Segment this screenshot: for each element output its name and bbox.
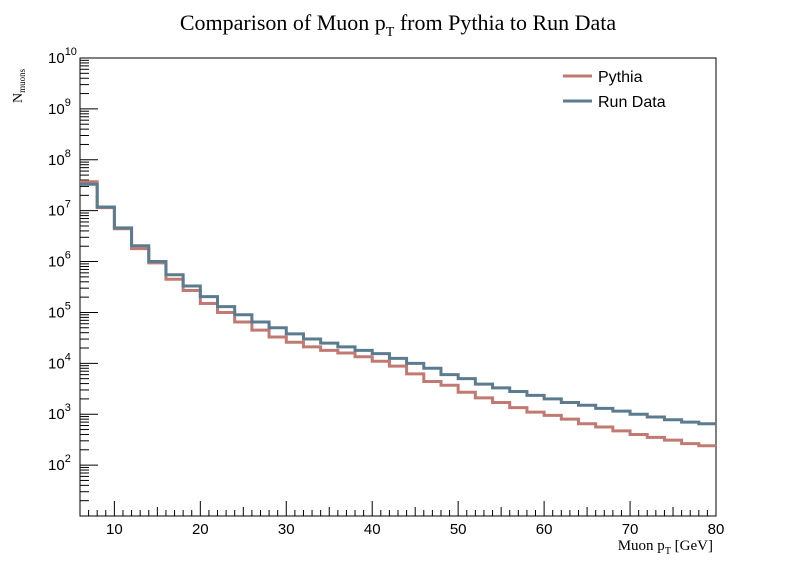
y-tick-label: 1010	[48, 46, 77, 67]
chart-title: Comparison of Muon pT from Pythia to Run…	[180, 10, 617, 40]
x-axis-label: Muon pT [GeV]	[618, 538, 713, 557]
x-tick-label: 80	[708, 521, 725, 538]
x-label-subscript: T	[665, 546, 671, 557]
y-tick-label: 106	[48, 250, 71, 271]
y-tick-base: 10	[48, 355, 65, 372]
series-layer	[80, 180, 716, 448]
x-tick-label: 10	[106, 521, 123, 538]
y-tick-base: 10	[48, 406, 65, 423]
y-tick-label: 103	[48, 402, 71, 423]
x-tick-label: 50	[450, 521, 467, 538]
y-tick-label: 107	[48, 199, 71, 220]
legend-label: Pythia	[598, 69, 643, 86]
x-tick-label: 30	[278, 521, 295, 538]
y-tick-base: 10	[48, 50, 65, 67]
title-main: Comparison of Muon p	[180, 10, 386, 35]
y-tick-label: 105	[48, 300, 71, 321]
series-line-pythia	[80, 180, 716, 448]
x-tick-label: 60	[536, 521, 553, 538]
title-subscript: T	[386, 25, 395, 40]
y-tick-exponent: 5	[65, 300, 71, 312]
y-tick-base: 10	[48, 152, 65, 169]
y-label-subscript: muons	[17, 68, 27, 93]
y-tick-exponent: 2	[65, 453, 71, 465]
y-tick-label: 108	[48, 148, 71, 169]
legend-label: Run Data	[598, 94, 666, 111]
y-tick-base: 10	[48, 203, 65, 220]
y-axis-label: Nmuons	[11, 68, 27, 103]
y-label-main: N	[11, 93, 26, 103]
y-tick-exponent: 6	[65, 250, 71, 262]
y-tick-exponent: 3	[65, 402, 71, 414]
y-tick-exponent: 10	[65, 46, 77, 58]
y-tick-label: 109	[48, 97, 71, 118]
legend: Pythia Run Data	[563, 69, 666, 111]
y-tick-exponent: 8	[65, 148, 71, 160]
title-rest: from Pythia to Run Data	[394, 10, 616, 35]
y-tick-exponent: 4	[65, 351, 71, 363]
y-tick-exponent: 7	[65, 199, 71, 211]
x-axis: 10 20 30 40 50 60 70 80	[88, 501, 725, 538]
x-label-main: Muon p	[618, 538, 665, 554]
plot-frame	[79, 57, 717, 517]
y-tick-base: 10	[48, 457, 65, 474]
y-tick-label: 104	[48, 351, 71, 372]
x-tick-label: 20	[192, 521, 209, 538]
y-tick-label: 102	[48, 453, 71, 474]
x-label-rest: [GeV]	[671, 538, 713, 554]
x-tick-label: 70	[622, 521, 639, 538]
series-line-run-data	[80, 182, 716, 426]
y-tick-exponent: 9	[65, 97, 71, 109]
y-tick-base: 10	[48, 304, 65, 321]
y-tick-base: 10	[48, 101, 65, 118]
y-tick-base: 10	[48, 254, 65, 271]
x-tick-label: 40	[364, 521, 381, 538]
